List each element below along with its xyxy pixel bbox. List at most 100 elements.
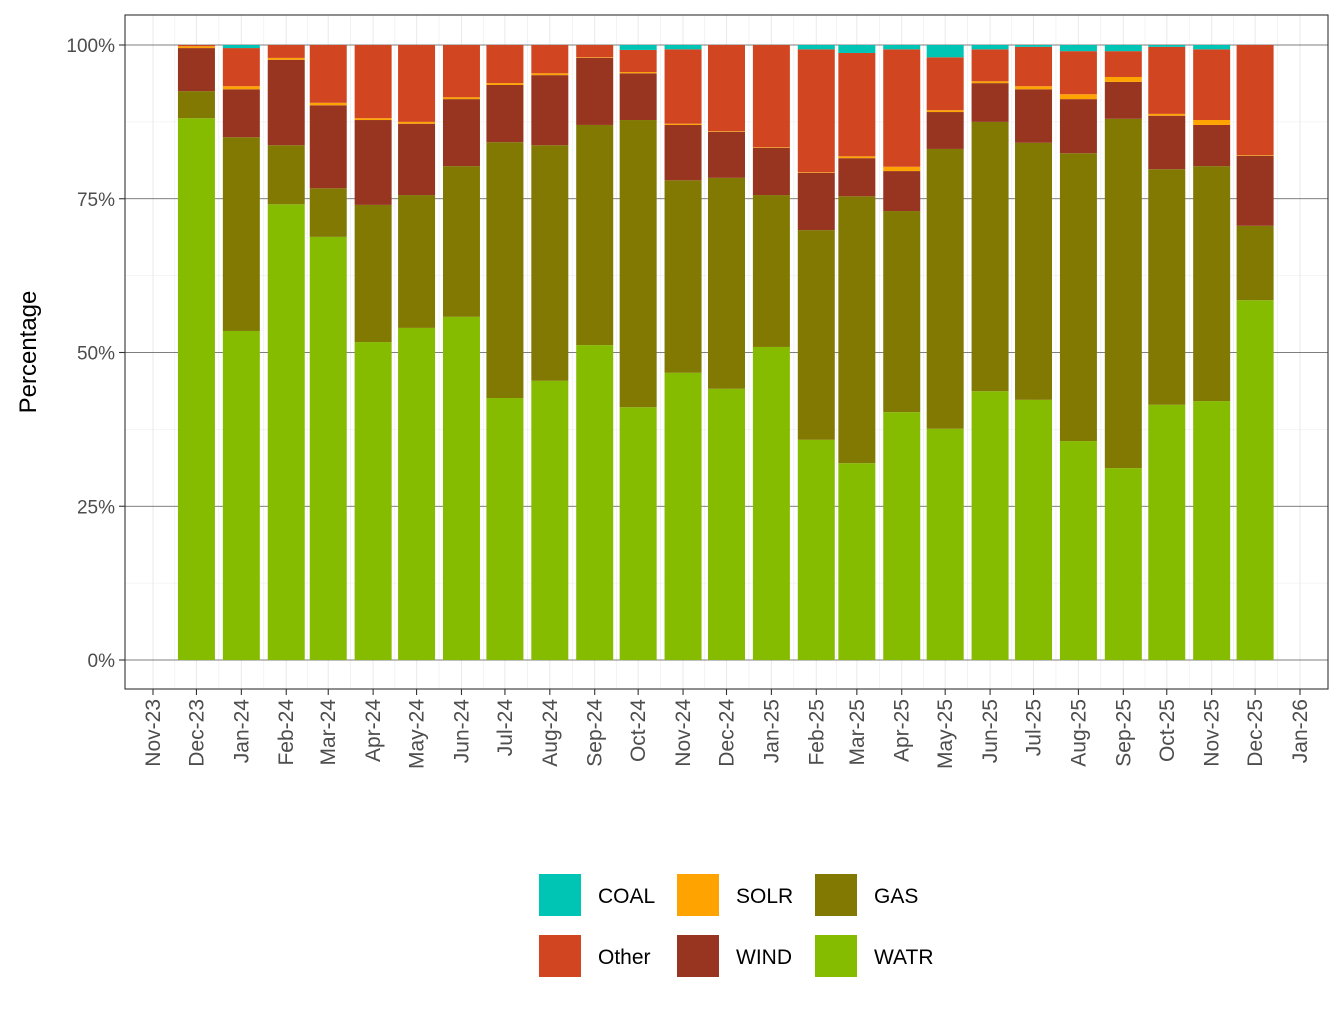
bar-segment-watr [1236, 300, 1274, 660]
x-tick-label: Jun-25 [979, 699, 1002, 763]
bar-segment-wind [354, 120, 392, 205]
legend-key-watr [815, 935, 857, 977]
bar-segment-other [309, 45, 347, 103]
bar-segment-other [442, 45, 480, 98]
bar-segment-gas [267, 145, 305, 205]
bar-segment-other [619, 49, 657, 73]
bar-segment-coal [1193, 45, 1231, 50]
bar-segment-solr [442, 97, 480, 100]
x-tick-label: Jan-25 [760, 699, 783, 763]
bar-segment-watr [576, 345, 614, 660]
bar-segment-solr [971, 81, 1009, 84]
bar-segment-wind [664, 124, 702, 181]
bar-segment-solr [1193, 120, 1231, 125]
bar-segment-other [576, 45, 614, 58]
bar-segment-solr [838, 156, 876, 159]
bar-segment-gas [1148, 169, 1186, 405]
x-tick-label: Mar-24 [317, 699, 340, 766]
bar-segment-other [838, 52, 876, 157]
x-tick-label: May-25 [934, 699, 957, 769]
bar-segment-wind [708, 131, 745, 178]
bar-segment-coal [1104, 45, 1142, 52]
bar-segment-coal [1148, 45, 1186, 47]
x-tick-label: Dec-25 [1244, 699, 1267, 767]
bar-segment-gas [838, 196, 876, 464]
legend-label: COAL [598, 885, 655, 908]
bar-segment-gas [1104, 118, 1142, 469]
bar-segment-solr [177, 46, 215, 49]
bar-segment-coal [838, 45, 876, 53]
bar-segment-solr [398, 121, 436, 124]
x-tick-label: Aug-25 [1067, 699, 1090, 767]
bar-segment-solr [619, 72, 657, 74]
bar-segment-solr [1236, 155, 1274, 156]
bar-segment-gas [752, 195, 790, 347]
bar-segment-other [1193, 49, 1231, 121]
bar-segment-other [1015, 46, 1053, 87]
bar-segment-wind [1015, 89, 1053, 143]
bar-segment-gas [1193, 166, 1231, 402]
x-tick-label: Dec-23 [185, 699, 208, 767]
bar-segment-wind [752, 147, 790, 196]
bar-segment-gas [442, 166, 480, 317]
bar-segment-wind [1104, 81, 1142, 119]
bar-segment-wind [1236, 155, 1274, 226]
bar-segment-wind [883, 171, 921, 212]
x-tick-label: Mar-25 [846, 699, 869, 766]
bar-segment-other [531, 45, 569, 74]
bar-segment-watr [309, 236, 347, 660]
x-tick-label: Aug-24 [539, 699, 562, 767]
x-tick-label: Jul-25 [1023, 699, 1046, 756]
bar-segment-other [354, 45, 392, 119]
bar-segment-coal [619, 45, 657, 50]
bar-segment-other [797, 49, 835, 173]
bar-segment-wind [267, 59, 305, 146]
x-tick-label: Jun-24 [450, 699, 473, 764]
y-tick-label: 75% [77, 190, 115, 211]
bar-segment-wind [1059, 99, 1097, 154]
bar-segment-other [708, 45, 745, 132]
bar-segment-solr [531, 73, 569, 76]
bar-segment-wind [926, 112, 964, 149]
bar-segment-other [1059, 51, 1097, 95]
bar-segment-gas [926, 148, 964, 429]
x-tick-label: Oct-25 [1156, 699, 1179, 762]
bar-segment-other [398, 45, 436, 122]
legend-key-gas [815, 874, 857, 916]
bar-segment-watr [708, 388, 745, 660]
y-tick-label: 0% [88, 651, 116, 672]
bar-segment-watr [971, 391, 1009, 660]
bar-segment-watr [1059, 441, 1097, 660]
bar-segment-gas [398, 195, 436, 328]
bar-segment-other [267, 45, 305, 58]
bar-segment-wind [177, 48, 215, 92]
bar-segment-wind [486, 84, 524, 143]
bar-segment-other [883, 49, 921, 167]
bar-segment-other [752, 45, 790, 148]
bar-segment-watr [1015, 399, 1053, 660]
bar-segment-other [177, 45, 215, 47]
bar-segment-coal [222, 45, 260, 49]
bars [177, 45, 1274, 660]
x-tick-label: Sep-25 [1112, 699, 1135, 767]
x-tick-label: Apr-25 [891, 699, 914, 762]
legend-key-solr [677, 874, 719, 916]
y-tick-label: 100% [66, 36, 115, 57]
bar-segment-gas [971, 121, 1009, 392]
bar-segment-solr [883, 166, 921, 172]
bar-segment-watr [752, 346, 790, 660]
bar-segment-wind [576, 57, 614, 125]
bar-segment-coal [797, 45, 835, 50]
bar-segment-gas [576, 124, 614, 346]
x-tick-label: Apr-24 [362, 699, 385, 762]
legend-key-coal [539, 874, 581, 916]
legend-key-wind [677, 935, 719, 977]
legend-key-other [539, 935, 581, 977]
bar-segment-solr [664, 123, 702, 125]
bar-segment-wind [838, 158, 876, 197]
bar-segment-gas [797, 230, 835, 440]
legend-label: WATR [874, 946, 933, 969]
bar-segment-watr [926, 428, 964, 660]
bar-segment-solr [1059, 94, 1097, 100]
